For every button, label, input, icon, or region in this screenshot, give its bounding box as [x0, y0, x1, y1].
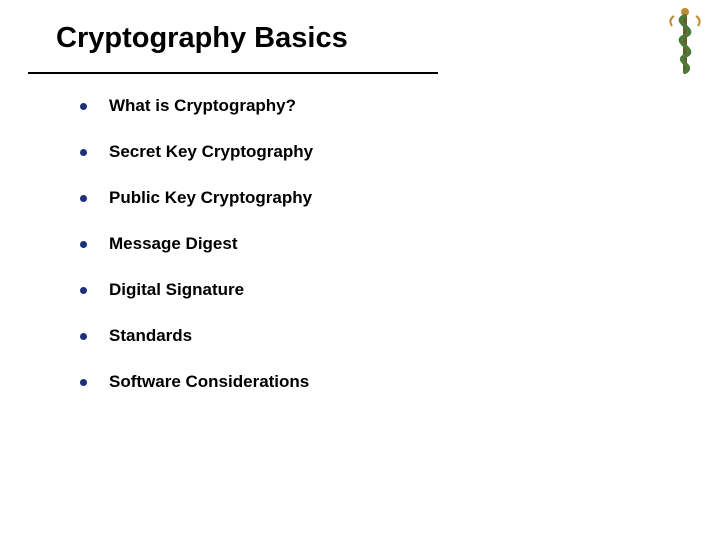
bullet-label: Digital Signature: [109, 280, 244, 300]
slide-title: Cryptography Basics: [56, 22, 348, 55]
bullet-label: What is Cryptography?: [109, 96, 296, 116]
list-item: Message Digest: [80, 234, 313, 254]
bullet-dot-icon: [80, 333, 87, 340]
wing-left: [670, 16, 674, 26]
bullet-label: Standards: [109, 326, 192, 346]
snake: [681, 16, 690, 72]
list-item: Digital Signature: [80, 280, 313, 300]
slide: Cryptography Basics What is Cryptography…: [0, 0, 720, 540]
bullet-label: Public Key Cryptography: [109, 188, 312, 208]
list-item: Public Key Cryptography: [80, 188, 313, 208]
bullet-dot-icon: [80, 103, 87, 110]
bullet-label: Secret Key Cryptography: [109, 142, 313, 162]
bullet-label: Message Digest: [109, 234, 238, 254]
bullet-dot-icon: [80, 287, 87, 294]
list-item: What is Cryptography?: [80, 96, 313, 116]
bullet-dot-icon: [80, 241, 87, 248]
wing-right: [696, 16, 700, 26]
bullet-dot-icon: [80, 149, 87, 156]
list-item: Secret Key Cryptography: [80, 142, 313, 162]
bullet-dot-icon: [80, 195, 87, 202]
bullet-label: Software Considerations: [109, 372, 309, 392]
list-item: Software Considerations: [80, 372, 313, 392]
list-item: Standards: [80, 326, 313, 346]
caduceus-icon: [664, 6, 706, 78]
bullet-dot-icon: [80, 379, 87, 386]
bullet-list: What is Cryptography? Secret Key Cryptog…: [80, 96, 313, 392]
title-underline: [28, 72, 438, 74]
